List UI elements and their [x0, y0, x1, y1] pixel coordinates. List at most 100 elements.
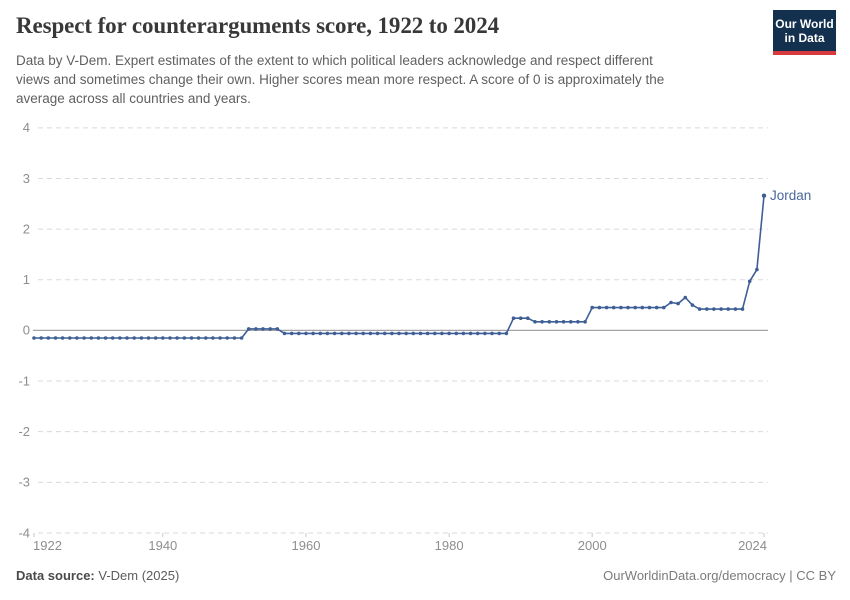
owid-logo[interactable]: Our World in Data	[773, 10, 836, 55]
data-point[interactable]	[518, 316, 523, 320]
data-point[interactable]	[75, 336, 79, 340]
data-point[interactable]	[397, 331, 401, 336]
data-point[interactable]	[196, 336, 201, 340]
data-point[interactable]	[204, 336, 208, 340]
data-point[interactable]	[411, 331, 416, 336]
data-point[interactable]	[254, 327, 258, 331]
data-point[interactable]	[540, 320, 544, 324]
data-point[interactable]	[740, 307, 745, 311]
entity-label[interactable]: Jordan	[770, 188, 811, 203]
data-point[interactable]	[146, 336, 151, 340]
data-point[interactable]	[168, 336, 172, 340]
data-point[interactable]	[368, 331, 373, 336]
data-point[interactable]	[669, 300, 673, 305]
data-point[interactable]	[747, 279, 752, 284]
data-point[interactable]	[382, 331, 387, 336]
data-point[interactable]	[118, 336, 122, 340]
data-point[interactable]	[289, 331, 294, 336]
data-point[interactable]	[32, 336, 36, 340]
data-point[interactable]	[483, 331, 487, 336]
data-point[interactable]	[318, 331, 323, 336]
data-point[interactable]	[404, 331, 409, 336]
data-point[interactable]	[39, 336, 43, 340]
data-point[interactable]	[103, 336, 108, 340]
data-point[interactable]	[705, 307, 709, 311]
data-point[interactable]	[246, 327, 251, 331]
data-point[interactable]	[554, 320, 559, 324]
data-point[interactable]	[60, 336, 65, 340]
data-point[interactable]	[526, 316, 530, 320]
data-point[interactable]	[569, 320, 573, 324]
data-point[interactable]	[726, 307, 730, 311]
data-point[interactable]	[640, 305, 645, 310]
data-point[interactable]	[468, 331, 473, 336]
data-point[interactable]	[533, 320, 537, 324]
data-point[interactable]	[733, 307, 738, 311]
data-point[interactable]	[425, 331, 430, 336]
license-credit[interactable]: OurWorldinData.org/democracy | CC BY	[603, 568, 836, 583]
data-point[interactable]	[576, 320, 580, 324]
data-point[interactable]	[175, 336, 179, 340]
data-point[interactable]	[189, 336, 194, 340]
data-point[interactable]	[96, 336, 101, 340]
data-point[interactable]	[497, 331, 502, 336]
data-point[interactable]	[139, 336, 144, 340]
data-point[interactable]	[304, 331, 308, 336]
data-point[interactable]	[347, 331, 351, 336]
data-point[interactable]	[490, 331, 494, 336]
data-point[interactable]	[461, 331, 466, 336]
data-point[interactable]	[654, 305, 659, 310]
data-point[interactable]	[418, 331, 423, 336]
data-point[interactable]	[311, 331, 315, 336]
data-point[interactable]	[354, 331, 358, 336]
data-point[interactable]	[647, 305, 652, 310]
data-point[interactable]	[511, 316, 516, 320]
data-point[interactable]	[440, 331, 444, 336]
data-point[interactable]	[633, 305, 637, 310]
data-point[interactable]	[755, 267, 759, 272]
data-point[interactable]	[225, 336, 229, 340]
data-point[interactable]	[275, 327, 280, 331]
data-point[interactable]	[683, 295, 688, 300]
data-point[interactable]	[561, 320, 566, 324]
chart-area[interactable]: 4 3 2 1 0 -1 -2 -3 -4 1922 1940 1960 1980 2000 2024 Jor…	[0, 112, 850, 562]
data-point[interactable]	[325, 331, 330, 336]
data-point[interactable]	[676, 301, 680, 306]
data-point[interactable]	[232, 336, 237, 340]
data-point[interactable]	[454, 331, 459, 336]
data-point[interactable]	[340, 331, 344, 336]
data-point[interactable]	[239, 336, 244, 340]
data-point[interactable]	[583, 320, 587, 324]
data-point[interactable]	[68, 336, 72, 340]
data-point[interactable]	[211, 336, 215, 340]
data-point[interactable]	[662, 305, 666, 310]
data-point[interactable]	[611, 305, 616, 310]
data-point[interactable]	[375, 331, 380, 336]
data-point[interactable]	[261, 327, 265, 331]
data-point[interactable]	[447, 331, 451, 336]
data-point[interactable]	[332, 331, 337, 336]
data-point[interactable]	[361, 331, 366, 336]
data-point[interactable]	[182, 336, 187, 340]
data-point[interactable]	[547, 320, 552, 324]
data-point[interactable]	[690, 303, 695, 307]
series-line[interactable]	[34, 195, 765, 339]
data-point[interactable]	[597, 305, 602, 310]
data-point[interactable]	[46, 336, 51, 340]
data-point[interactable]	[161, 336, 165, 340]
data-point[interactable]	[475, 331, 480, 336]
data-point[interactable]	[433, 331, 437, 336]
data-point[interactable]	[712, 307, 716, 311]
data-point[interactable]	[626, 305, 630, 310]
data-point[interactable]	[132, 336, 136, 340]
data-point[interactable]	[110, 336, 115, 340]
data-point[interactable]	[390, 331, 394, 336]
data-point[interactable]	[282, 331, 287, 336]
data-point[interactable]	[697, 307, 702, 311]
data-point[interactable]	[53, 336, 58, 340]
data-point[interactable]	[590, 305, 594, 310]
data-point[interactable]	[89, 336, 94, 340]
data-point[interactable]	[619, 305, 623, 310]
data-point[interactable]	[218, 336, 222, 340]
